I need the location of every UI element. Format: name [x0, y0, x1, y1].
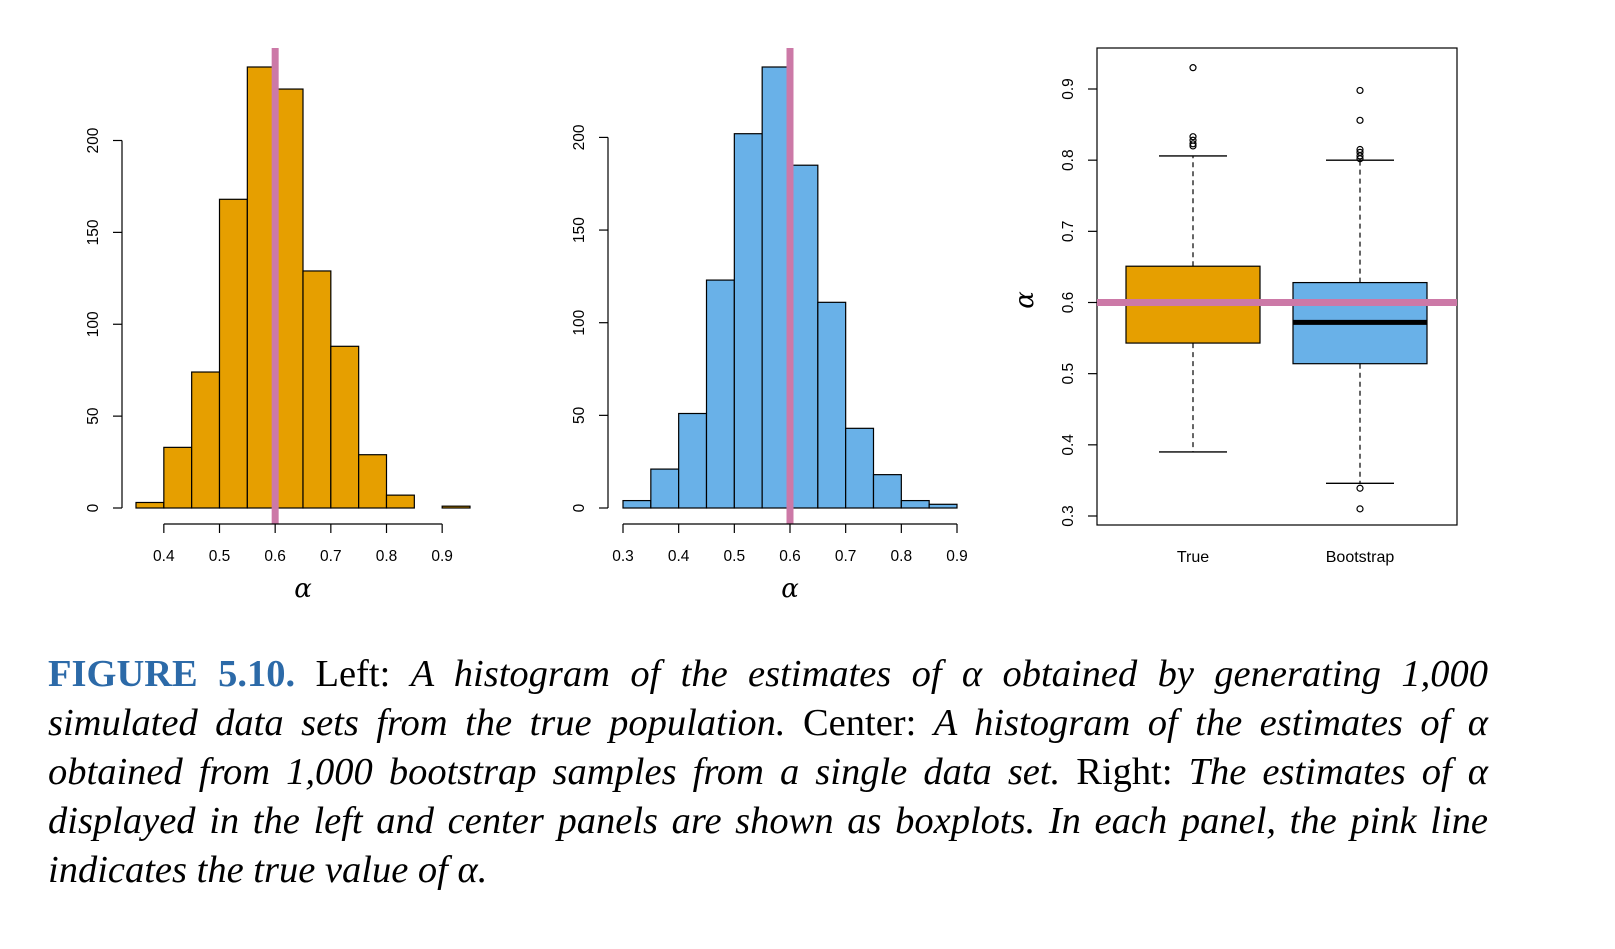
y-tick-label: 200 [571, 124, 588, 150]
histogram-bar [191, 371, 221, 509]
histogram-bar [761, 66, 791, 509]
histogram-bar [817, 301, 847, 509]
category-label: True [1177, 549, 1209, 566]
x-tick-label: 0.5 [724, 548, 746, 565]
category-label: Bootstrap [1326, 549, 1395, 566]
x-tick-label: 0.7 [835, 548, 857, 565]
caption-left-word: Left: [315, 653, 391, 695]
x-tick-label: 0.3 [612, 548, 634, 565]
x-tick-label: 0.4 [668, 548, 690, 565]
outlier-point [1356, 148, 1364, 156]
y-tick-label: 0.5 [1060, 363, 1077, 385]
histogram-bar [218, 198, 248, 509]
caption-center-word: Center: [803, 702, 917, 744]
histogram-bar [928, 503, 958, 509]
outlier-point [1189, 136, 1197, 144]
histogram-bar [274, 88, 304, 509]
y-tick-label: 150 [571, 217, 588, 243]
y-tick-label: 100 [571, 309, 588, 335]
caption-center-text: A histogram of the estimates of α obtain… [48, 702, 1489, 793]
histogram-bar [302, 270, 332, 509]
histogram-bar [135, 501, 165, 509]
x-axis-label: α [294, 574, 312, 604]
right-boxplot-panel: 0.3 0.4 0.5 0.6 0.7 0.8 0.9 α True Bootstrap [1010, 47, 1458, 566]
outlier-point [1189, 64, 1197, 72]
y-tick-label: 0.9 [1060, 78, 1077, 100]
histogram-bar [622, 499, 652, 509]
outlier-point [1189, 140, 1197, 148]
outlier-point [1356, 505, 1364, 513]
outlier-point [1356, 145, 1364, 154]
outlier-point [1189, 133, 1197, 141]
center-histogram-panel: 0.3 0.4 0.5 0.6 0.7 0.8 0.9 α 0 50 100 150 200 [571, 48, 968, 604]
x-tick-label: 0.8 [891, 548, 913, 565]
histogram-bar [163, 446, 193, 509]
caption-figure-label: FIGURE 5.10. [48, 653, 296, 695]
histogram-bar [872, 474, 902, 509]
plot-frame [1096, 47, 1458, 526]
outlier-point [1356, 484, 1364, 492]
y-tick-label: 50 [571, 406, 588, 424]
histogram-bar [385, 494, 415, 509]
histogram-bar [789, 164, 819, 509]
caption-right-word: Right: [1076, 751, 1173, 793]
caption-left-text: A histogram of the estimates of α obtain… [48, 653, 1489, 744]
x-tick-label: 0.9 [946, 548, 968, 565]
histogram-bar [733, 133, 763, 509]
x-tick-label: 0.4 [153, 548, 175, 565]
histogram-bar [650, 468, 680, 509]
y-tick-label: 0.6 [1060, 292, 1077, 314]
y-tick-label: 100 [85, 311, 102, 337]
histogram-bar [845, 427, 875, 509]
histogram-bar [358, 454, 388, 509]
figure-caption: FIGURE 5.10. Left: A histogram of the es… [48, 650, 1488, 895]
y-tick-label: 0.3 [1060, 505, 1077, 527]
outlier-point [1356, 86, 1364, 95]
x-tick-label: 0.6 [779, 548, 801, 565]
y-tick-label: 0 [85, 503, 102, 512]
left-histogram-panel: 0.4 0.5 0.6 0.7 0.8 0.9 α 0 50 100 150 200 [85, 48, 471, 604]
x-tick-label: 0.5 [209, 548, 231, 565]
histogram-bar [441, 505, 471, 509]
y-tick-label: 0.7 [1060, 221, 1077, 243]
x-tick-label: 0.9 [431, 548, 453, 565]
y-axis-label: α [1010, 291, 1040, 309]
y-tick-label: 50 [85, 407, 102, 425]
y-tick-label: 200 [85, 127, 102, 153]
x-axis-label: α [781, 574, 799, 604]
histogram-bar [900, 499, 930, 509]
histogram-bar [705, 279, 735, 509]
x-tick-label: 0.8 [376, 548, 398, 565]
outlier-point [1356, 116, 1364, 124]
y-tick-label: 0.8 [1060, 149, 1077, 171]
y-tick-label: 0.4 [1060, 434, 1077, 456]
x-tick-label: 0.7 [320, 548, 342, 565]
histogram-bar [246, 66, 276, 509]
y-tick-label: 150 [85, 219, 102, 245]
histogram-bar [678, 412, 708, 509]
caption-right-text: The estimates of α displayed in the left… [48, 751, 1488, 891]
y-tick-label: 0 [571, 503, 588, 512]
x-tick-label: 0.6 [264, 548, 286, 565]
histogram-bar [330, 345, 360, 509]
